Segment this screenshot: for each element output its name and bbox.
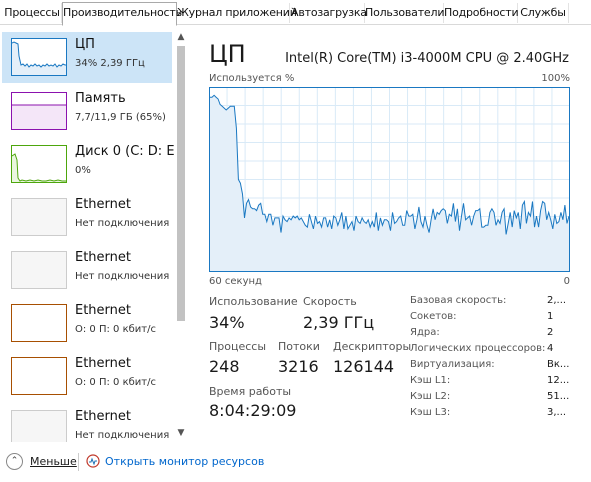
ethernet-thumbnail-graph	[11, 304, 67, 342]
l3-cache-value: 3,...	[547, 407, 567, 418]
uptime-label: Время работы	[209, 385, 292, 398]
cpu-usage-graph	[209, 87, 570, 272]
usage-label: Использование	[209, 295, 298, 308]
graph-zero-label: 0	[563, 276, 570, 287]
sidebar-item-ethernet[interactable]: Ethernet Нет подключения	[2, 192, 172, 243]
footer-divider	[78, 453, 79, 471]
sidebar-item-title: Ethernet	[75, 250, 131, 265]
graph-max-label: 100%	[541, 73, 570, 84]
sidebar-item-title: Ethernet	[75, 356, 131, 371]
sidebar-item-ethernet[interactable]: Ethernet О: 0 П: 0 кбит/с	[2, 298, 172, 349]
sidebar-item-title: Ethernet	[75, 303, 131, 318]
sidebar-item-subtitle: 0%	[75, 165, 91, 176]
logical-processors-label: Логических процессоров:	[410, 343, 546, 354]
resource-sidebar: ЦП 34% 2,39 ГГц Память 7,7/11,9 ГБ (65%)…	[0, 28, 176, 442]
handles-value: 126144	[333, 357, 395, 376]
base-speed-label: Базовая скорость:	[410, 295, 507, 306]
page-title: ЦП	[209, 40, 246, 68]
sidebar-item-subtitle: 7,7/11,9 ГБ (65%)	[75, 112, 166, 123]
sidebar-scrollbar[interactable]: ▲ ▼	[176, 28, 186, 442]
disk-thumbnail-graph	[11, 145, 67, 183]
sidebar-item-subtitle: 34% 2,39 ГГц	[75, 58, 145, 69]
sidebar-item-subtitle: Нет подключения	[75, 271, 170, 282]
processes-label: Процессы	[209, 340, 267, 353]
uptime-value: 8:04:29:09	[209, 401, 297, 420]
threads-label: Потоки	[278, 340, 320, 353]
sidebar-item-ethernet[interactable]: Ethernet Нет подключения	[2, 245, 172, 296]
virtualization-value: Вк...	[547, 359, 570, 370]
speed-label: Скорость	[303, 295, 357, 308]
logical-processors-value: 4	[547, 343, 554, 354]
sidebar-item-ethernet[interactable]: Ethernet О: 0 П: 0 кбит/с	[2, 351, 172, 402]
ethernet-thumbnail-graph	[11, 251, 67, 289]
resource-monitor-icon[interactable]	[86, 454, 100, 468]
threads-value: 3216	[278, 357, 319, 376]
sidebar-item-title: Диск 0 (C: D: E:)	[75, 144, 176, 159]
l2-cache-value: 51...	[547, 391, 570, 402]
tab-users[interactable]: Пользователи	[365, 3, 444, 23]
scrollbar-thumb[interactable]	[177, 46, 185, 321]
graph-y-label: Используется %	[209, 73, 295, 84]
tab-app-history[interactable]: Журнал приложений	[177, 3, 297, 23]
sidebar-item-subtitle: О: 0 П: 0 кбит/с	[75, 377, 156, 388]
sidebar-item-title: ЦП	[75, 37, 95, 52]
cores-value: 2	[547, 327, 554, 338]
sidebar-item-title: Память	[75, 91, 126, 106]
sidebar-item-title: Ethernet	[75, 197, 131, 212]
chevron-up-icon[interactable]: ⌃	[6, 453, 23, 470]
sockets-label: Сокетов:	[410, 311, 457, 322]
tab-performance[interactable]: Производительность	[62, 2, 182, 26]
tab-services[interactable]: Службы	[518, 3, 569, 23]
graph-time-label: 60 секунд	[209, 276, 262, 287]
fewer-details-link[interactable]: Меньше	[30, 455, 77, 468]
sidebar-item-subtitle: Нет подключения	[75, 218, 170, 229]
tab-processes[interactable]: Процессы	[3, 3, 62, 23]
scroll-down-arrow-icon[interactable]: ▼	[177, 428, 185, 438]
footer-bar: ⌃ Меньше Открыть монитор ресурсов	[0, 445, 591, 482]
sockets-value: 1	[547, 311, 554, 322]
sidebar-item-disk[interactable]: Диск 0 (C: D: E:) 0%	[2, 139, 176, 190]
cpu-usage-area	[210, 95, 569, 271]
usage-value: 34%	[209, 313, 245, 332]
speed-value: 2,39 ГГц	[303, 313, 375, 332]
cpu-usage-line	[210, 94, 570, 235]
tab-bar: Процессы Производительность Журнал прило…	[0, 0, 591, 26]
sidebar-item-ethernet[interactable]: Ethernet Нет подключения	[2, 404, 172, 442]
cores-label: Ядра:	[410, 327, 440, 338]
memory-thumbnail-graph	[11, 92, 67, 130]
ethernet-thumbnail-graph	[11, 357, 67, 395]
tab-startup[interactable]: Автозагрузка	[291, 3, 367, 23]
scroll-up-arrow-icon[interactable]: ▲	[177, 32, 185, 42]
tab-details[interactable]: Подробности	[444, 3, 519, 23]
cpu-model-name: Intel(R) Core(TM) i3-4000M CPU @ 2.40GHz	[285, 51, 569, 66]
sidebar-item-cpu[interactable]: ЦП 34% 2,39 ГГц	[2, 32, 172, 83]
ethernet-thumbnail-graph	[11, 410, 67, 442]
virtualization-label: Виртуализация:	[410, 359, 495, 370]
processes-value: 248	[209, 357, 240, 376]
sidebar-item-memory[interactable]: Память 7,7/11,9 ГБ (65%)	[2, 86, 172, 137]
l2-cache-label: Кэш L2:	[410, 391, 451, 402]
ethernet-thumbnail-graph	[11, 198, 67, 236]
sidebar-item-subtitle: О: 0 П: 0 кбит/с	[75, 324, 156, 335]
sidebar-item-subtitle: Нет подключения	[75, 430, 170, 441]
handles-label: Дескрипторы	[333, 340, 412, 353]
l1-cache-label: Кэш L1:	[410, 375, 451, 386]
cpu-thumbnail-graph	[11, 38, 67, 76]
open-resource-monitor-link[interactable]: Открыть монитор ресурсов	[105, 455, 265, 468]
l3-cache-label: Кэш L3:	[410, 407, 451, 418]
base-speed-value: 2,...	[547, 295, 567, 306]
l1-cache-value: 12...	[547, 375, 570, 386]
sidebar-item-title: Ethernet	[75, 409, 131, 424]
